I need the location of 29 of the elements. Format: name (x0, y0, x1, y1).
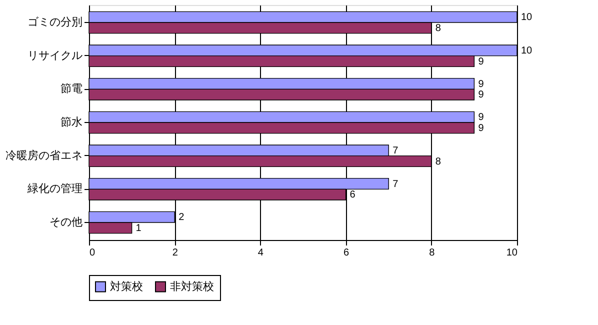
data-label: 9 (478, 122, 484, 134)
data-label: 9 (478, 90, 484, 101)
x-tick-label: 2 (172, 248, 178, 258)
data-label: 7 (392, 145, 399, 156)
y-tick-label: 節水 (60, 116, 82, 128)
y-tick-label: 緑化の管理 (26, 183, 82, 196)
data-label: 7 (392, 178, 399, 190)
y-tick-label: ゴミの分別 (28, 16, 82, 28)
data-label: 8 (435, 22, 442, 34)
data-label: 6 (350, 190, 356, 201)
data-label: 2 (178, 212, 185, 224)
data-label: 10 (521, 45, 533, 56)
data-label: 8 (435, 156, 442, 168)
data-label: 9 (478, 56, 484, 68)
data-label: 9 (478, 112, 484, 124)
y-tick-label: 冷暖房の省エネ (6, 148, 82, 162)
data-label: 1 (136, 222, 142, 234)
data-label: 10 (521, 12, 533, 24)
legend-label: 非対策校 (170, 280, 214, 293)
x-tick-label: 10 (506, 248, 518, 258)
y-tick-label: リサイクル (28, 50, 82, 62)
y-tick-label: 節電 (60, 83, 82, 96)
y-tick-label: その他 (50, 216, 82, 228)
x-tick-label: 8 (429, 248, 436, 258)
x-tick-label: 6 (344, 248, 350, 258)
legend-label: 対策校 (110, 280, 143, 293)
data-label: 9 (478, 78, 484, 90)
x-tick-label: 0 (90, 248, 96, 258)
x-tick-label: 4 (258, 248, 264, 258)
